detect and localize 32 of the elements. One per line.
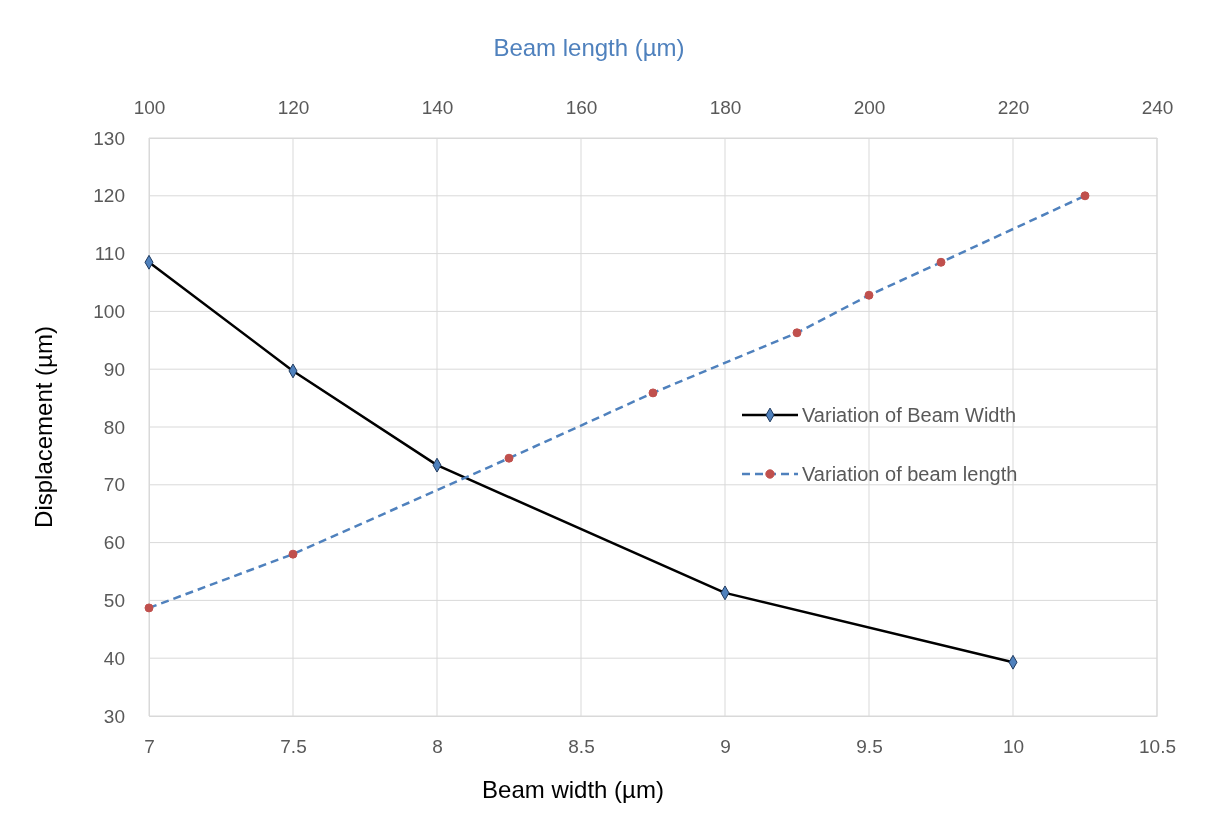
x-tick-label: 9.5: [856, 736, 883, 758]
y-tick-label: 120: [93, 185, 125, 207]
x2-tick-label: 140: [421, 97, 454, 118]
y-tick-label: 60: [103, 532, 125, 554]
x2-tick-label: 240: [1141, 97, 1174, 118]
x-tick-label: 7: [144, 736, 155, 758]
x-axis-title: Beam width (µm): [482, 776, 664, 803]
y-tick-label: 130: [93, 127, 125, 149]
y-tick-label: 80: [103, 416, 125, 438]
y-tick-label: 30: [103, 705, 125, 727]
x2-tick-label: 160: [565, 97, 598, 118]
y-axis-title: Displacement (µm): [30, 326, 57, 528]
x2-tick-label: 200: [853, 97, 886, 118]
x-tick-label: 8: [432, 736, 443, 758]
y-tick-label: 90: [103, 358, 125, 380]
x-tick-label: 10: [1002, 736, 1025, 758]
x2-axis-title: Beam length (µm): [493, 34, 685, 61]
y-tick-label: 50: [103, 589, 125, 611]
x-tick-label: 8.5: [568, 736, 595, 758]
x-tick-label: 10.5: [1139, 736, 1176, 758]
y-tick-label: 70: [103, 474, 125, 496]
x2-tick-label: 220: [997, 97, 1030, 118]
x2-tick-label: 120: [277, 97, 310, 118]
legend-label: Variation of beam length: [802, 463, 1018, 485]
x-tick-label: 7.5: [280, 736, 307, 758]
x2-tick-label: 100: [133, 97, 166, 118]
y-tick-label: 40: [103, 647, 125, 669]
x-tick-label: 9: [720, 736, 731, 758]
y-tick-label: 100: [93, 300, 125, 322]
x2-tick-label: 180: [709, 97, 742, 118]
legend-label: Variation of Beam Width: [802, 404, 1017, 426]
y-tick-label: 110: [94, 243, 125, 265]
